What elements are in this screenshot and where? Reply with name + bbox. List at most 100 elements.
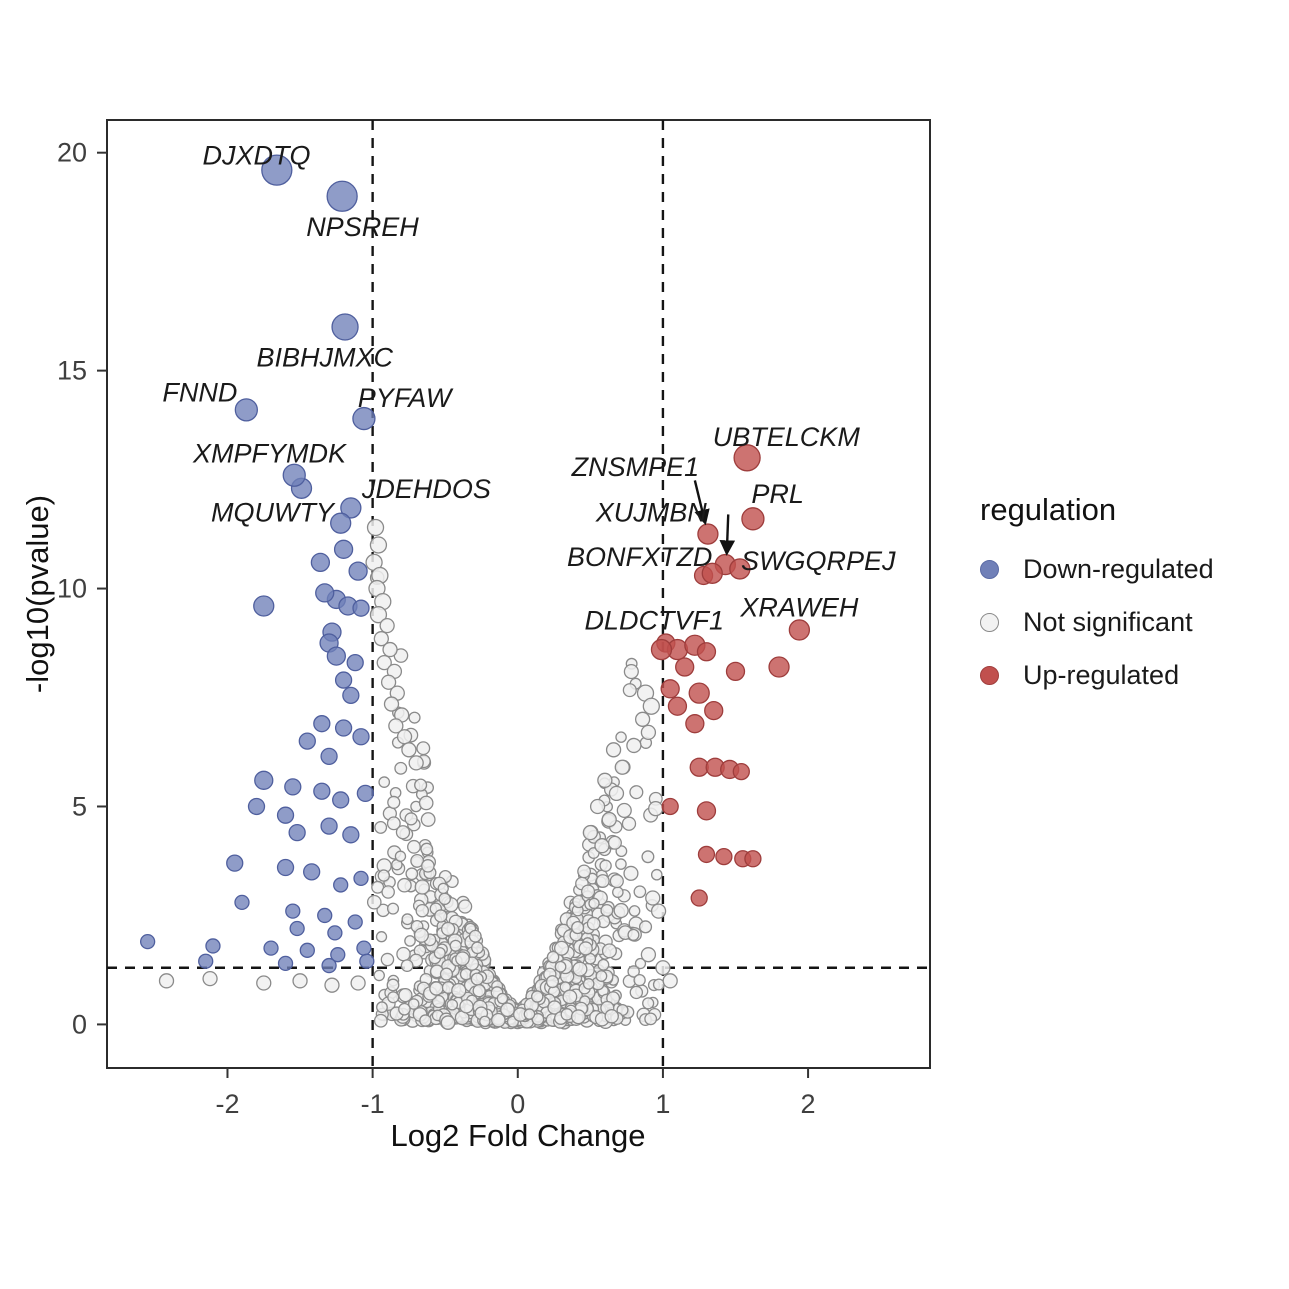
data-point bbox=[614, 759, 630, 775]
data-point bbox=[408, 755, 424, 771]
data-point bbox=[577, 864, 592, 879]
data-point bbox=[254, 770, 274, 790]
data-point bbox=[321, 957, 337, 974]
data-point bbox=[342, 826, 360, 844]
data-point bbox=[768, 656, 790, 678]
y-tick-label: 15 bbox=[57, 356, 87, 386]
data-point bbox=[547, 1000, 562, 1015]
data-point bbox=[378, 776, 391, 788]
data-point bbox=[404, 812, 418, 826]
y-tick-label: 10 bbox=[57, 574, 87, 604]
data-point bbox=[350, 975, 366, 991]
data-point bbox=[398, 1002, 411, 1016]
data-point bbox=[387, 991, 400, 1004]
data-point bbox=[346, 653, 364, 672]
data-point bbox=[405, 867, 419, 881]
data-point bbox=[386, 816, 401, 831]
data-point bbox=[788, 619, 811, 641]
data-point bbox=[369, 536, 388, 554]
data-point bbox=[327, 925, 343, 941]
data-point bbox=[330, 947, 346, 963]
data-point bbox=[396, 946, 411, 962]
data-point bbox=[386, 902, 400, 915]
data-point bbox=[198, 953, 214, 969]
data-point bbox=[397, 877, 412, 893]
data-point bbox=[667, 696, 688, 716]
data-point bbox=[622, 683, 637, 698]
data-point bbox=[375, 931, 388, 943]
legend-entry-label: Down-regulated bbox=[1023, 554, 1214, 584]
data-point bbox=[570, 1009, 586, 1025]
data-point bbox=[388, 718, 404, 734]
gene-label: BONFXTZD bbox=[567, 542, 713, 572]
data-point bbox=[597, 772, 613, 788]
gene-label: PRL bbox=[751, 479, 804, 509]
data-point bbox=[685, 714, 705, 734]
data-point bbox=[628, 905, 641, 917]
down-regulated-swatch-icon bbox=[980, 560, 999, 579]
data-point bbox=[326, 180, 358, 212]
data-point bbox=[571, 921, 585, 935]
x-tick-label: 1 bbox=[655, 1089, 670, 1119]
data-point bbox=[572, 961, 588, 977]
data-point bbox=[429, 981, 444, 996]
gene-label: SWGQRPEJ bbox=[741, 546, 896, 576]
gene-label: NPSREH bbox=[306, 212, 419, 242]
not-significant-points bbox=[158, 518, 678, 993]
data-point bbox=[660, 679, 680, 699]
data-point bbox=[284, 778, 302, 796]
data-point bbox=[690, 889, 708, 907]
data-point bbox=[299, 942, 315, 958]
data-point bbox=[376, 1001, 388, 1014]
plot-panel bbox=[106, 119, 931, 1069]
data-point bbox=[317, 907, 333, 924]
data-point bbox=[589, 798, 606, 815]
label-arrow bbox=[719, 514, 736, 556]
data-point bbox=[607, 835, 622, 850]
data-point bbox=[586, 916, 601, 931]
data-point bbox=[298, 732, 316, 750]
data-point bbox=[382, 641, 398, 658]
data-point bbox=[373, 1013, 388, 1028]
data-point bbox=[578, 941, 593, 956]
data-point bbox=[394, 850, 407, 862]
y-tick-label: 0 bbox=[72, 1009, 87, 1039]
data-point bbox=[613, 902, 629, 919]
data-point bbox=[595, 874, 610, 888]
data-point bbox=[381, 885, 395, 899]
data-point bbox=[324, 977, 340, 993]
data-point bbox=[352, 599, 370, 617]
data-point bbox=[531, 1012, 545, 1026]
data-point bbox=[437, 882, 449, 895]
gene-label: DLDCTVF1 bbox=[584, 605, 724, 635]
gene-label: DJXDTQ bbox=[203, 141, 311, 171]
data-point bbox=[468, 929, 482, 943]
data-point bbox=[627, 965, 640, 978]
data-point bbox=[380, 674, 397, 690]
data-point bbox=[202, 970, 218, 987]
data-point bbox=[633, 973, 646, 987]
data-point bbox=[608, 785, 625, 802]
data-point bbox=[374, 820, 388, 834]
data-point bbox=[359, 953, 375, 969]
data-point bbox=[648, 801, 664, 817]
data-point bbox=[376, 654, 392, 671]
data-point bbox=[330, 512, 352, 534]
gene-label: MQUWTY bbox=[211, 497, 336, 527]
data-point bbox=[401, 913, 414, 926]
data-point bbox=[352, 406, 376, 431]
x-tick-label: -2 bbox=[215, 1089, 239, 1119]
x-tick-label: 2 bbox=[801, 1089, 816, 1119]
data-point bbox=[616, 802, 632, 819]
up-regulated-swatch-icon bbox=[980, 666, 999, 685]
data-point bbox=[421, 859, 435, 873]
data-point bbox=[414, 778, 428, 792]
data-point bbox=[741, 507, 765, 531]
data-point bbox=[545, 975, 560, 989]
data-point bbox=[379, 617, 395, 634]
data-point bbox=[523, 1008, 536, 1020]
legend-title: regulation bbox=[980, 492, 1117, 527]
data-point bbox=[440, 921, 456, 937]
